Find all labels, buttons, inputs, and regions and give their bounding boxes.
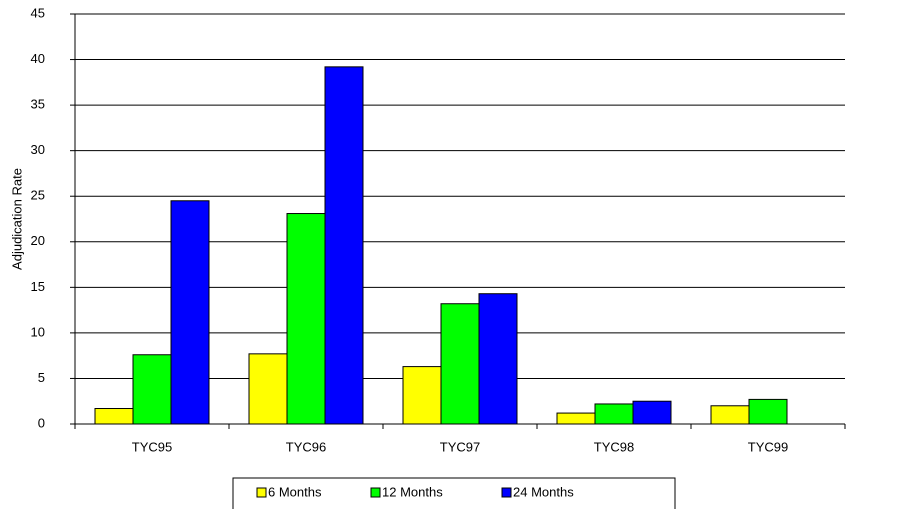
legend-swatch	[370, 487, 381, 498]
y-tick-label: 35	[31, 97, 45, 112]
legend-label: 24 Months	[513, 484, 574, 499]
bar	[324, 66, 364, 425]
y-tick-label: 5	[38, 370, 45, 385]
bar	[632, 400, 672, 425]
y-tick-label: 40	[31, 51, 45, 66]
bar	[248, 353, 288, 425]
legend-label: 12 Months	[382, 484, 443, 499]
x-tick-label: TYC95	[132, 439, 172, 454]
legend-swatch	[501, 487, 512, 498]
bar	[478, 293, 518, 425]
y-tick-label: 25	[31, 188, 45, 203]
x-tick-label: TYC99	[748, 439, 788, 454]
y-tick-label: 10	[31, 324, 45, 339]
bar	[170, 200, 210, 425]
bar	[594, 403, 634, 425]
bar	[748, 398, 788, 425]
x-tick-label: TYC97	[440, 439, 480, 454]
x-tick-label: TYC98	[594, 439, 634, 454]
y-tick-label: 20	[31, 233, 45, 248]
y-tick-label: 45	[31, 5, 45, 20]
legend-swatch	[256, 487, 267, 498]
bar	[440, 303, 480, 425]
bar	[286, 213, 326, 425]
y-tick-label: 15	[31, 279, 45, 294]
y-tick-label: 0	[38, 415, 45, 430]
bar	[94, 408, 134, 425]
legend-label: 6 Months	[268, 484, 322, 499]
legend-box	[232, 477, 676, 509]
y-axis-label: Adjudication Rate	[9, 168, 24, 270]
y-tick-label: 30	[31, 142, 45, 157]
bar	[132, 354, 172, 425]
bar	[710, 405, 750, 425]
bar	[402, 366, 442, 425]
bar	[556, 412, 596, 425]
x-tick-label: TYC96	[286, 439, 326, 454]
